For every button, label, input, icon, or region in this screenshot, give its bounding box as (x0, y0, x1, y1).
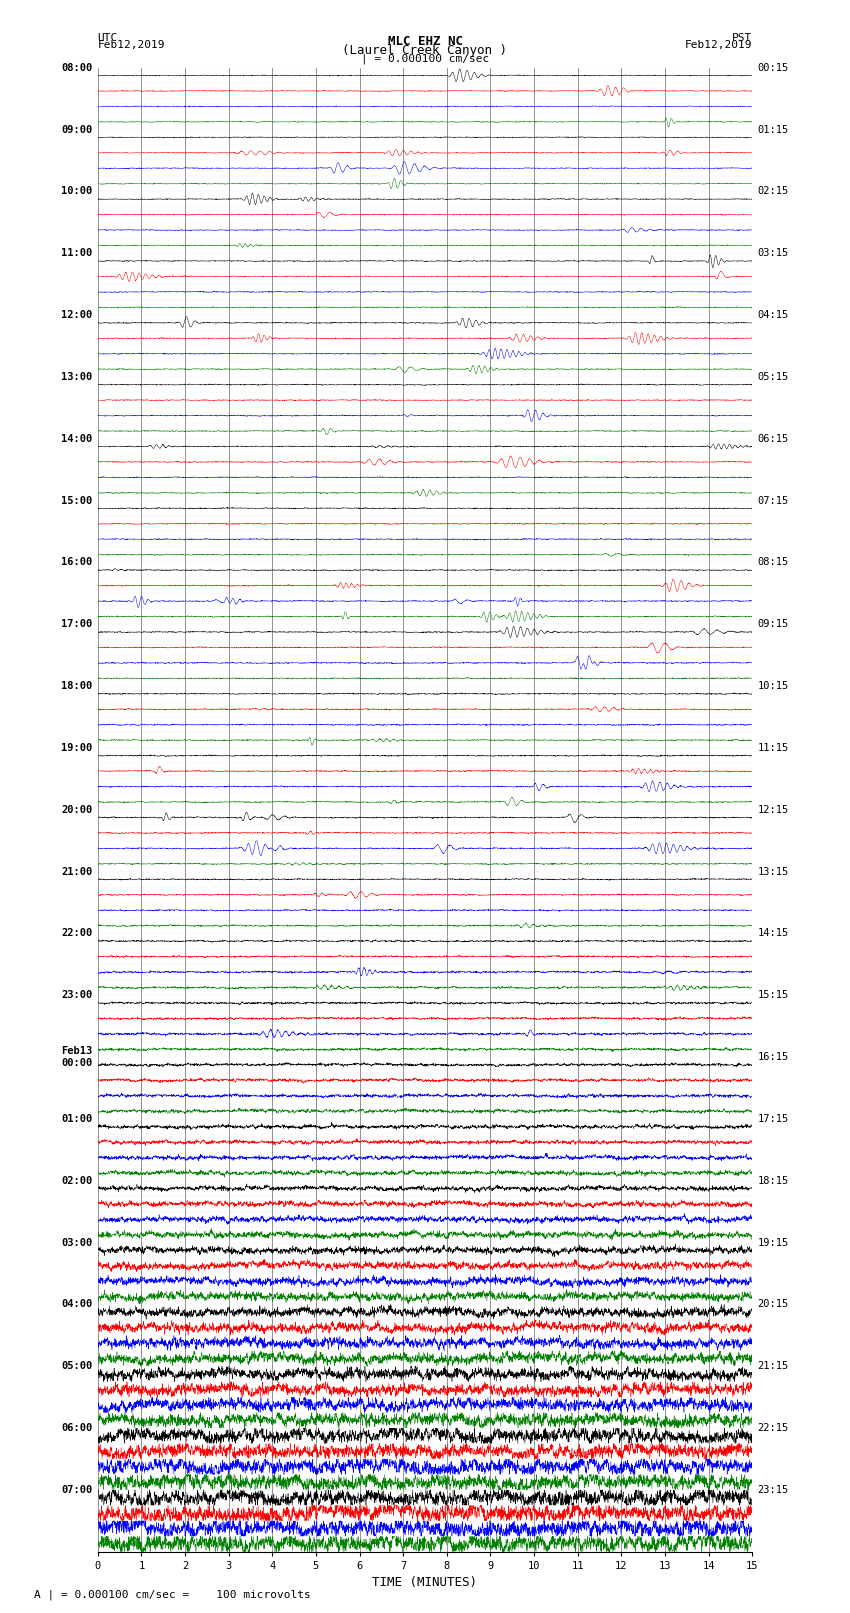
Text: 05:15: 05:15 (757, 373, 789, 382)
Text: 21:00: 21:00 (61, 866, 93, 876)
Text: 06:15: 06:15 (757, 434, 789, 444)
Text: 11:00: 11:00 (61, 248, 93, 258)
Text: 20:15: 20:15 (757, 1300, 789, 1310)
Text: (Laurel Creek Canyon ): (Laurel Creek Canyon ) (343, 44, 507, 56)
Text: 21:15: 21:15 (757, 1361, 789, 1371)
Text: MLC EHZ NC: MLC EHZ NC (388, 35, 462, 48)
Text: PST: PST (732, 32, 752, 44)
X-axis label: TIME (MINUTES): TIME (MINUTES) (372, 1576, 478, 1589)
Text: 15:15: 15:15 (757, 990, 789, 1000)
Text: 11:15: 11:15 (757, 744, 789, 753)
Text: 10:00: 10:00 (61, 187, 93, 197)
Text: 18:00: 18:00 (61, 681, 93, 690)
Text: 15:00: 15:00 (61, 495, 93, 505)
Text: Feb13
00:00: Feb13 00:00 (61, 1047, 93, 1068)
Text: 14:00: 14:00 (61, 434, 93, 444)
Text: 20:00: 20:00 (61, 805, 93, 815)
Text: 22:15: 22:15 (757, 1423, 789, 1432)
Text: UTC: UTC (98, 32, 118, 44)
Text: 08:15: 08:15 (757, 558, 789, 568)
Text: 23:00: 23:00 (61, 990, 93, 1000)
Text: 02:00: 02:00 (61, 1176, 93, 1186)
Text: A | = 0.000100 cm/sec =    100 microvolts: A | = 0.000100 cm/sec = 100 microvolts (34, 1589, 311, 1600)
Text: 13:15: 13:15 (757, 866, 789, 876)
Text: 00:15: 00:15 (757, 63, 789, 73)
Text: 12:00: 12:00 (61, 310, 93, 319)
Text: 03:15: 03:15 (757, 248, 789, 258)
Text: 04:00: 04:00 (61, 1300, 93, 1310)
Text: 01:15: 01:15 (757, 124, 789, 134)
Text: | = 0.000100 cm/sec: | = 0.000100 cm/sec (361, 53, 489, 65)
Text: 16:00: 16:00 (61, 558, 93, 568)
Text: 19:00: 19:00 (61, 744, 93, 753)
Text: 03:00: 03:00 (61, 1237, 93, 1247)
Text: Feb12,2019: Feb12,2019 (685, 40, 752, 50)
Text: Feb12,2019: Feb12,2019 (98, 40, 165, 50)
Text: 08:00: 08:00 (61, 63, 93, 73)
Text: 16:15: 16:15 (757, 1052, 789, 1061)
Text: 14:15: 14:15 (757, 929, 789, 939)
Text: 05:00: 05:00 (61, 1361, 93, 1371)
Text: 10:15: 10:15 (757, 681, 789, 690)
Text: 23:15: 23:15 (757, 1486, 789, 1495)
Text: 17:15: 17:15 (757, 1115, 789, 1124)
Text: 12:15: 12:15 (757, 805, 789, 815)
Text: 19:15: 19:15 (757, 1237, 789, 1247)
Text: 07:15: 07:15 (757, 495, 789, 505)
Text: 09:15: 09:15 (757, 619, 789, 629)
Text: 09:00: 09:00 (61, 124, 93, 134)
Text: 01:00: 01:00 (61, 1115, 93, 1124)
Text: 07:00: 07:00 (61, 1486, 93, 1495)
Text: 18:15: 18:15 (757, 1176, 789, 1186)
Text: 02:15: 02:15 (757, 187, 789, 197)
Text: 04:15: 04:15 (757, 310, 789, 319)
Text: 17:00: 17:00 (61, 619, 93, 629)
Text: 06:00: 06:00 (61, 1423, 93, 1432)
Text: 22:00: 22:00 (61, 929, 93, 939)
Text: 13:00: 13:00 (61, 373, 93, 382)
